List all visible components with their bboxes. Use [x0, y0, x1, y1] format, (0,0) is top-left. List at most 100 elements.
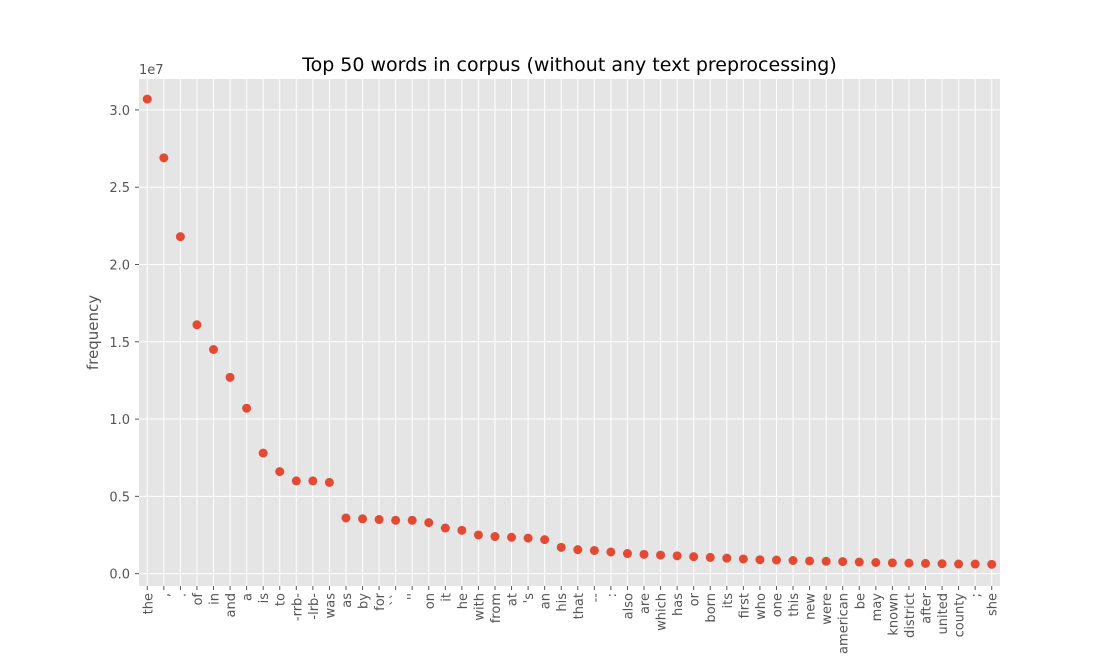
data-point [639, 549, 649, 559]
plot-background [139, 79, 1000, 586]
x-tick-label: an [539, 593, 554, 609]
x-tick-label: by [357, 593, 372, 609]
data-point [258, 448, 268, 458]
x-tick-label: born [704, 593, 719, 623]
data-point [656, 550, 666, 560]
x-tick-label: . [174, 593, 189, 597]
x-tick-label: this [787, 593, 802, 617]
x-tick-label: and [224, 593, 239, 617]
data-point [821, 556, 831, 566]
y-tick-label: 1.0 [109, 413, 130, 428]
x-tick-label: ; [969, 593, 984, 597]
data-point [341, 513, 351, 523]
y-tick-label: 2.5 [109, 181, 130, 196]
x-tick-label: its [721, 593, 736, 609]
x-tick-label: at [506, 593, 521, 606]
data-point [291, 476, 301, 486]
data-point [937, 559, 947, 569]
x-tick-label: he [456, 593, 471, 609]
x-tick-label: were [820, 593, 835, 625]
data-point [523, 533, 533, 543]
x-tick-label: that [572, 593, 587, 619]
data-point [192, 320, 202, 330]
x-tick-label: -rrb- [290, 593, 305, 621]
data-point [970, 559, 980, 569]
data-point [225, 372, 235, 382]
x-tick-label: in [208, 593, 223, 605]
data-point [755, 555, 765, 565]
data-point [954, 559, 964, 569]
points-layer [142, 94, 997, 569]
data-point [589, 545, 599, 555]
data-point [887, 558, 897, 568]
x-tick-label: american [837, 593, 852, 654]
data-point [490, 532, 500, 542]
data-point [358, 514, 368, 524]
x-tick-label: `` [390, 593, 405, 606]
data-point [606, 547, 616, 557]
data-point [308, 476, 318, 486]
data-point [722, 553, 732, 563]
x-tick-label: she [986, 593, 1001, 616]
data-point [838, 557, 848, 567]
x-tick-label: be [853, 593, 868, 609]
axis-layer: 0.0 0.5 1.0 1.5 2.0 2.5 3.0 the,. of in and a is to -r… [109, 104, 1000, 654]
data-point [374, 515, 384, 525]
data-point [871, 558, 881, 568]
x-tick-label: county [953, 593, 968, 638]
data-point [507, 532, 517, 542]
y-tick-label: 2.0 [109, 258, 130, 273]
data-point [705, 552, 715, 562]
x-tick-label: who [754, 593, 769, 620]
y-tick-label: 3.0 [109, 104, 130, 119]
x-tick-label: known [886, 593, 901, 636]
x-tick-label: new [804, 593, 819, 620]
x-tick-label: united [936, 593, 951, 634]
x-tick-label: '' [406, 593, 421, 600]
x-tick-label: one [770, 593, 785, 617]
y-tick-label: 0.5 [109, 490, 130, 505]
data-point [904, 558, 914, 568]
x-tick-label: may [870, 593, 885, 622]
y-axis-label: frequency [84, 295, 102, 370]
data-point [275, 467, 285, 477]
x-tick-label: the [141, 593, 156, 614]
x-tick-label: first [737, 593, 752, 618]
x-tick-label: a [241, 593, 256, 601]
data-point [424, 518, 434, 528]
x-tick-label: are [638, 593, 653, 614]
data-point [854, 557, 864, 567]
data-point [142, 94, 152, 104]
x-tick-label: is [257, 593, 272, 604]
data-point [689, 552, 699, 562]
data-point [788, 555, 798, 565]
data-point [175, 232, 185, 242]
data-point [805, 556, 815, 566]
data-point [573, 545, 583, 555]
y-tick-label: 1.5 [109, 336, 130, 351]
data-point [738, 554, 748, 564]
x-tick-label: also [621, 593, 636, 619]
x-tick-label: after [919, 592, 934, 623]
x-tick-label: on [423, 593, 438, 609]
x-tick-label: district [903, 593, 918, 638]
x-tick-label: -- [588, 593, 603, 603]
x-tick-label: -lrb- [307, 593, 322, 620]
x-tick-label: it [439, 593, 454, 602]
data-point [920, 558, 930, 568]
grid-layer [139, 79, 1000, 586]
chart-title: Top 50 words in corpus (without any text… [301, 54, 837, 76]
x-tick-label: of [191, 593, 206, 606]
data-point [457, 525, 467, 535]
x-tick-label: which [655, 593, 670, 631]
x-tick-label: or [688, 592, 703, 606]
data-point [209, 345, 219, 355]
data-point [242, 403, 252, 413]
x-tick-label: his [555, 593, 570, 612]
x-tick-label: as [340, 593, 355, 608]
x-tick-label: for [373, 592, 388, 611]
data-point [622, 549, 632, 559]
data-point [672, 551, 682, 561]
data-point [987, 559, 997, 569]
x-tick-label: 's [522, 593, 537, 604]
